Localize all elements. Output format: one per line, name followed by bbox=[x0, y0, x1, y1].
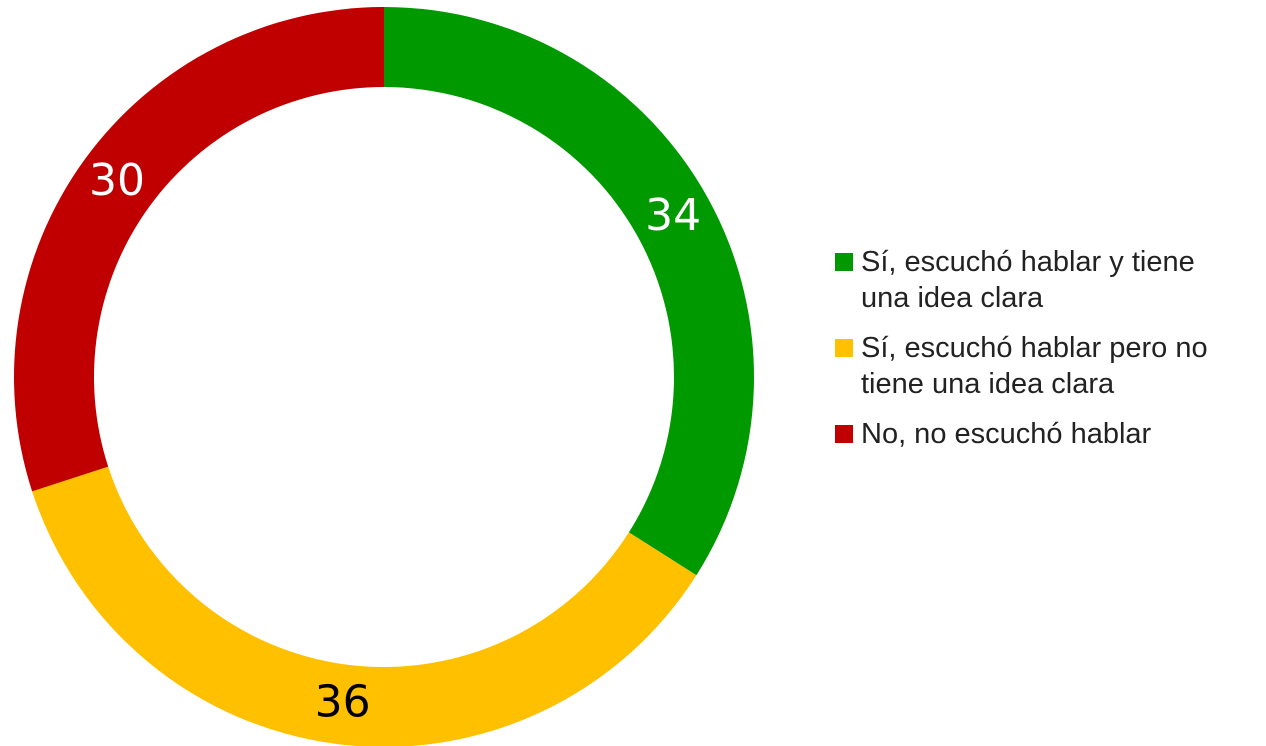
legend-item: Sí, escuchó hablar pero no tiene una ide… bbox=[835, 330, 1215, 402]
donut-segment bbox=[384, 7, 755, 576]
chart: 34 36 30 bbox=[13, 7, 755, 746]
data-label: 36 bbox=[315, 676, 371, 727]
data-label: 34 bbox=[645, 190, 701, 241]
legend-item: No, no escuchó hablar bbox=[835, 416, 1215, 452]
legend-label: Sí, escuchó hablar y tiene una idea clar… bbox=[861, 246, 1195, 314]
donut-segment bbox=[32, 466, 697, 746]
data-label: 30 bbox=[89, 155, 145, 206]
legend: Sí, escuchó hablar y tiene una idea clar… bbox=[835, 244, 1215, 466]
legend-item: Sí, escuchó hablar y tiene una idea clar… bbox=[835, 244, 1215, 316]
legend-swatch bbox=[835, 253, 853, 271]
legend-label: No, no escuchó hablar bbox=[861, 418, 1152, 450]
legend-swatch bbox=[835, 425, 853, 443]
legend-swatch bbox=[835, 339, 853, 357]
legend-label: Sí, escuchó hablar pero no tiene una ide… bbox=[861, 332, 1208, 400]
donut-segment bbox=[13, 7, 385, 492]
